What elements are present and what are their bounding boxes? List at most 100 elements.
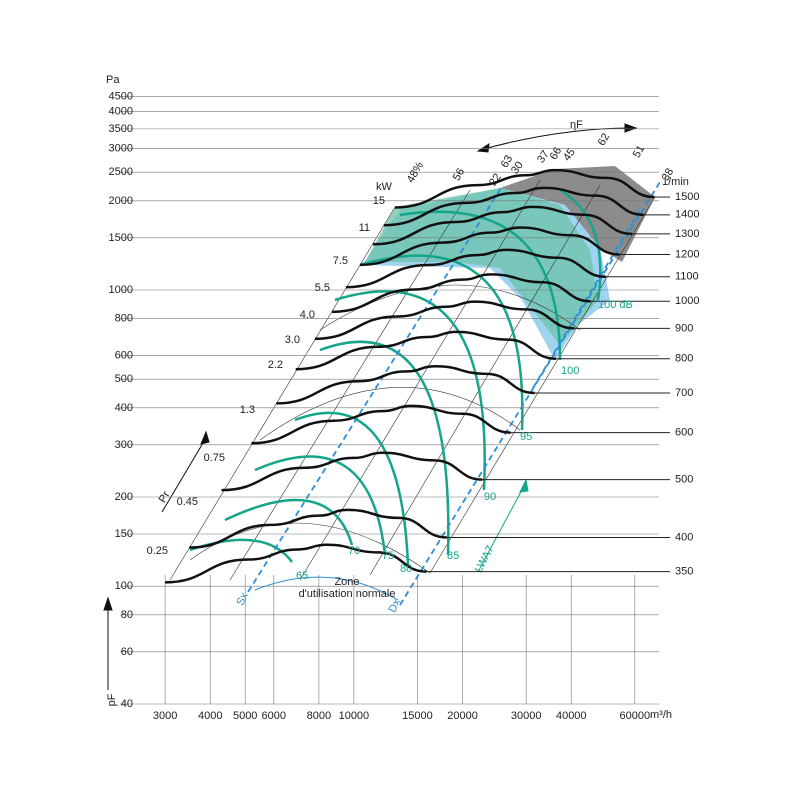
speed-label: 500 bbox=[675, 473, 693, 485]
sound-curve bbox=[224, 498, 354, 546]
speed-curve bbox=[332, 273, 591, 314]
speed-label: 600 bbox=[675, 426, 693, 438]
x-tick-label: 15000 bbox=[402, 710, 433, 722]
efficiency-label: 62 bbox=[596, 131, 613, 148]
sound-curve bbox=[334, 290, 486, 491]
power-label: 11 bbox=[359, 222, 370, 234]
speed-label: 900 bbox=[675, 322, 693, 334]
system-line bbox=[299, 179, 541, 581]
dx-line bbox=[399, 181, 661, 606]
lwa-label: LWA7 bbox=[473, 544, 497, 575]
y-tick-label: 1500 bbox=[109, 232, 133, 244]
x-tick-label: 30000 bbox=[511, 710, 542, 722]
speed-curve bbox=[189, 508, 447, 549]
speed-curve bbox=[276, 364, 535, 405]
efficiency-label: 56 bbox=[451, 166, 468, 183]
system-line bbox=[369, 184, 601, 576]
sound-label: 80 bbox=[400, 563, 412, 575]
power-label: 2.2 bbox=[268, 359, 283, 371]
sound-curve bbox=[399, 210, 562, 361]
pr-arrow bbox=[161, 437, 207, 513]
x-tick-label: 6000 bbox=[262, 710, 286, 722]
power-label: 0.75 bbox=[204, 452, 225, 464]
efficiency-label: 63 bbox=[499, 153, 516, 170]
x-unit: m³/h bbox=[650, 709, 672, 721]
sound-label: 85 bbox=[447, 550, 459, 562]
sound-curve bbox=[254, 455, 387, 556]
x-tick-label: 4000 bbox=[198, 710, 222, 722]
power-label: 22 bbox=[487, 171, 504, 188]
efficiency-label: 38 bbox=[660, 166, 677, 183]
power-label: 1.3 bbox=[240, 404, 255, 416]
arrows bbox=[103, 123, 638, 690]
speed-label: 800 bbox=[675, 353, 693, 365]
y-unit: Pa bbox=[106, 74, 120, 86]
sx-label: Sx bbox=[234, 590, 251, 607]
efficiency-label: 51 bbox=[631, 143, 648, 160]
speed-unit: 1/min bbox=[662, 176, 689, 188]
sound-label: 95 bbox=[520, 431, 532, 443]
arrow-head bbox=[519, 478, 529, 493]
y-tick-label: 4000 bbox=[109, 106, 133, 118]
eta-arrow bbox=[479, 127, 633, 151]
speed-label: 1000 bbox=[675, 295, 699, 307]
y-tick-label: 300 bbox=[115, 439, 133, 451]
arrow-head bbox=[200, 430, 210, 445]
system-line bbox=[429, 196, 656, 574]
power-label: 0.45 bbox=[177, 496, 198, 508]
speed-label: 1400 bbox=[675, 209, 699, 221]
x-tick-label: 20000 bbox=[447, 710, 478, 722]
efficiency-line bbox=[319, 284, 581, 331]
efficiency-label: ηF bbox=[570, 119, 583, 131]
speed-label: 1100 bbox=[675, 271, 699, 283]
power-label: 15 bbox=[373, 195, 385, 207]
power-label: 37 bbox=[535, 148, 552, 165]
arrow-head bbox=[103, 596, 113, 611]
x-tick-label: 60000 bbox=[620, 710, 651, 722]
arrow-head bbox=[476, 143, 490, 153]
power-label: 5.5 bbox=[315, 282, 330, 294]
y-tick-label: 2500 bbox=[109, 166, 133, 178]
speed-curve bbox=[314, 300, 575, 341]
sound-label: 75 bbox=[382, 550, 394, 562]
x-tick-label: 5000 bbox=[233, 710, 257, 722]
y-tick-label: 150 bbox=[115, 528, 133, 540]
efficiency-line bbox=[259, 387, 521, 441]
speed-label: 1200 bbox=[675, 248, 699, 260]
y-tick-label: 1000 bbox=[109, 284, 133, 296]
power-label: 3.0 bbox=[285, 334, 300, 346]
speed-curve bbox=[165, 543, 427, 584]
y-tick-label: 400 bbox=[115, 402, 133, 414]
zone-label: Zone bbox=[334, 576, 359, 588]
x-tick-label: 8000 bbox=[307, 710, 331, 722]
sound-curve bbox=[559, 188, 602, 301]
y-tick-label: 40 bbox=[121, 698, 133, 710]
y-label: pF bbox=[106, 693, 118, 706]
x-tick-label: 40000 bbox=[556, 710, 587, 722]
speed-label: 1500 bbox=[675, 191, 699, 203]
y-tick-label: 800 bbox=[115, 313, 133, 325]
y-tick-label: 100 bbox=[115, 580, 133, 592]
power-label: 45 bbox=[561, 146, 578, 163]
speed-label: 350 bbox=[675, 565, 693, 577]
y-tick-label: 80 bbox=[121, 609, 133, 621]
power-label: 30 bbox=[509, 159, 526, 176]
sound-curves bbox=[189, 188, 602, 566]
sound-label: 100 dB bbox=[598, 299, 633, 311]
sx-line bbox=[247, 184, 504, 593]
y-tick-label: 60 bbox=[121, 646, 133, 658]
sound-curve bbox=[294, 411, 410, 566]
y-tick-label: 2000 bbox=[109, 195, 133, 207]
system-line bbox=[169, 206, 396, 581]
sound-label: 100 bbox=[561, 365, 579, 377]
lwa-arrow bbox=[477, 478, 529, 573]
y-tick-label: 500 bbox=[115, 373, 133, 385]
efficiency-label: 66 bbox=[548, 145, 565, 162]
power-unit: kW bbox=[376, 181, 393, 193]
speed-label: 700 bbox=[675, 387, 693, 399]
sound-label: 65 bbox=[296, 570, 308, 582]
power-label: 7.5 bbox=[333, 255, 348, 267]
arrow-head bbox=[624, 123, 638, 133]
speed-curve bbox=[383, 186, 644, 227]
y-tick-label: 3000 bbox=[109, 143, 133, 155]
